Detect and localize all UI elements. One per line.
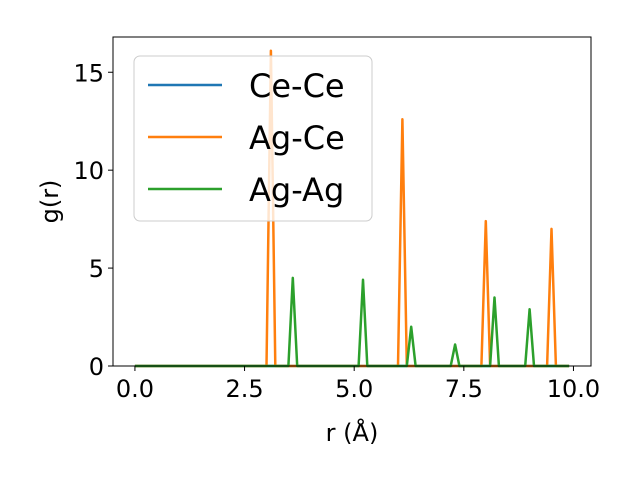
legend-label: Ag-Ce — [249, 119, 345, 157]
legend-label: Ag-Ag — [249, 171, 344, 209]
legend: Ce-Ce Ag-Ce Ag-Ag — [133, 55, 373, 222]
x-tick-label: 5.0 — [335, 375, 373, 403]
x-tick-label: 10.0 — [547, 375, 600, 403]
x-tick-label: 7.5 — [445, 375, 483, 403]
x-axis-label: r (Å) — [326, 418, 379, 447]
axes-frame — [112, 36, 592, 367]
legend-label: Ce-Ce — [249, 67, 345, 105]
series-line-ag-ag — [134, 276, 570, 368]
legend-box — [133, 55, 373, 222]
y-axis-label: g(r) — [36, 180, 64, 224]
y-tick-label: 0 — [89, 353, 104, 381]
y-tick-label: 15 — [73, 59, 104, 87]
x-tick-label: 0.0 — [116, 375, 154, 403]
y-tick-label: 5 — [89, 255, 104, 283]
axes: 0.0 2.5 5.0 7.5 10.0 0 5 10 15 r (Å) g(r) — [36, 36, 600, 447]
x-tick-label: 2.5 — [225, 375, 263, 403]
y-tick-label: 10 — [73, 157, 104, 185]
